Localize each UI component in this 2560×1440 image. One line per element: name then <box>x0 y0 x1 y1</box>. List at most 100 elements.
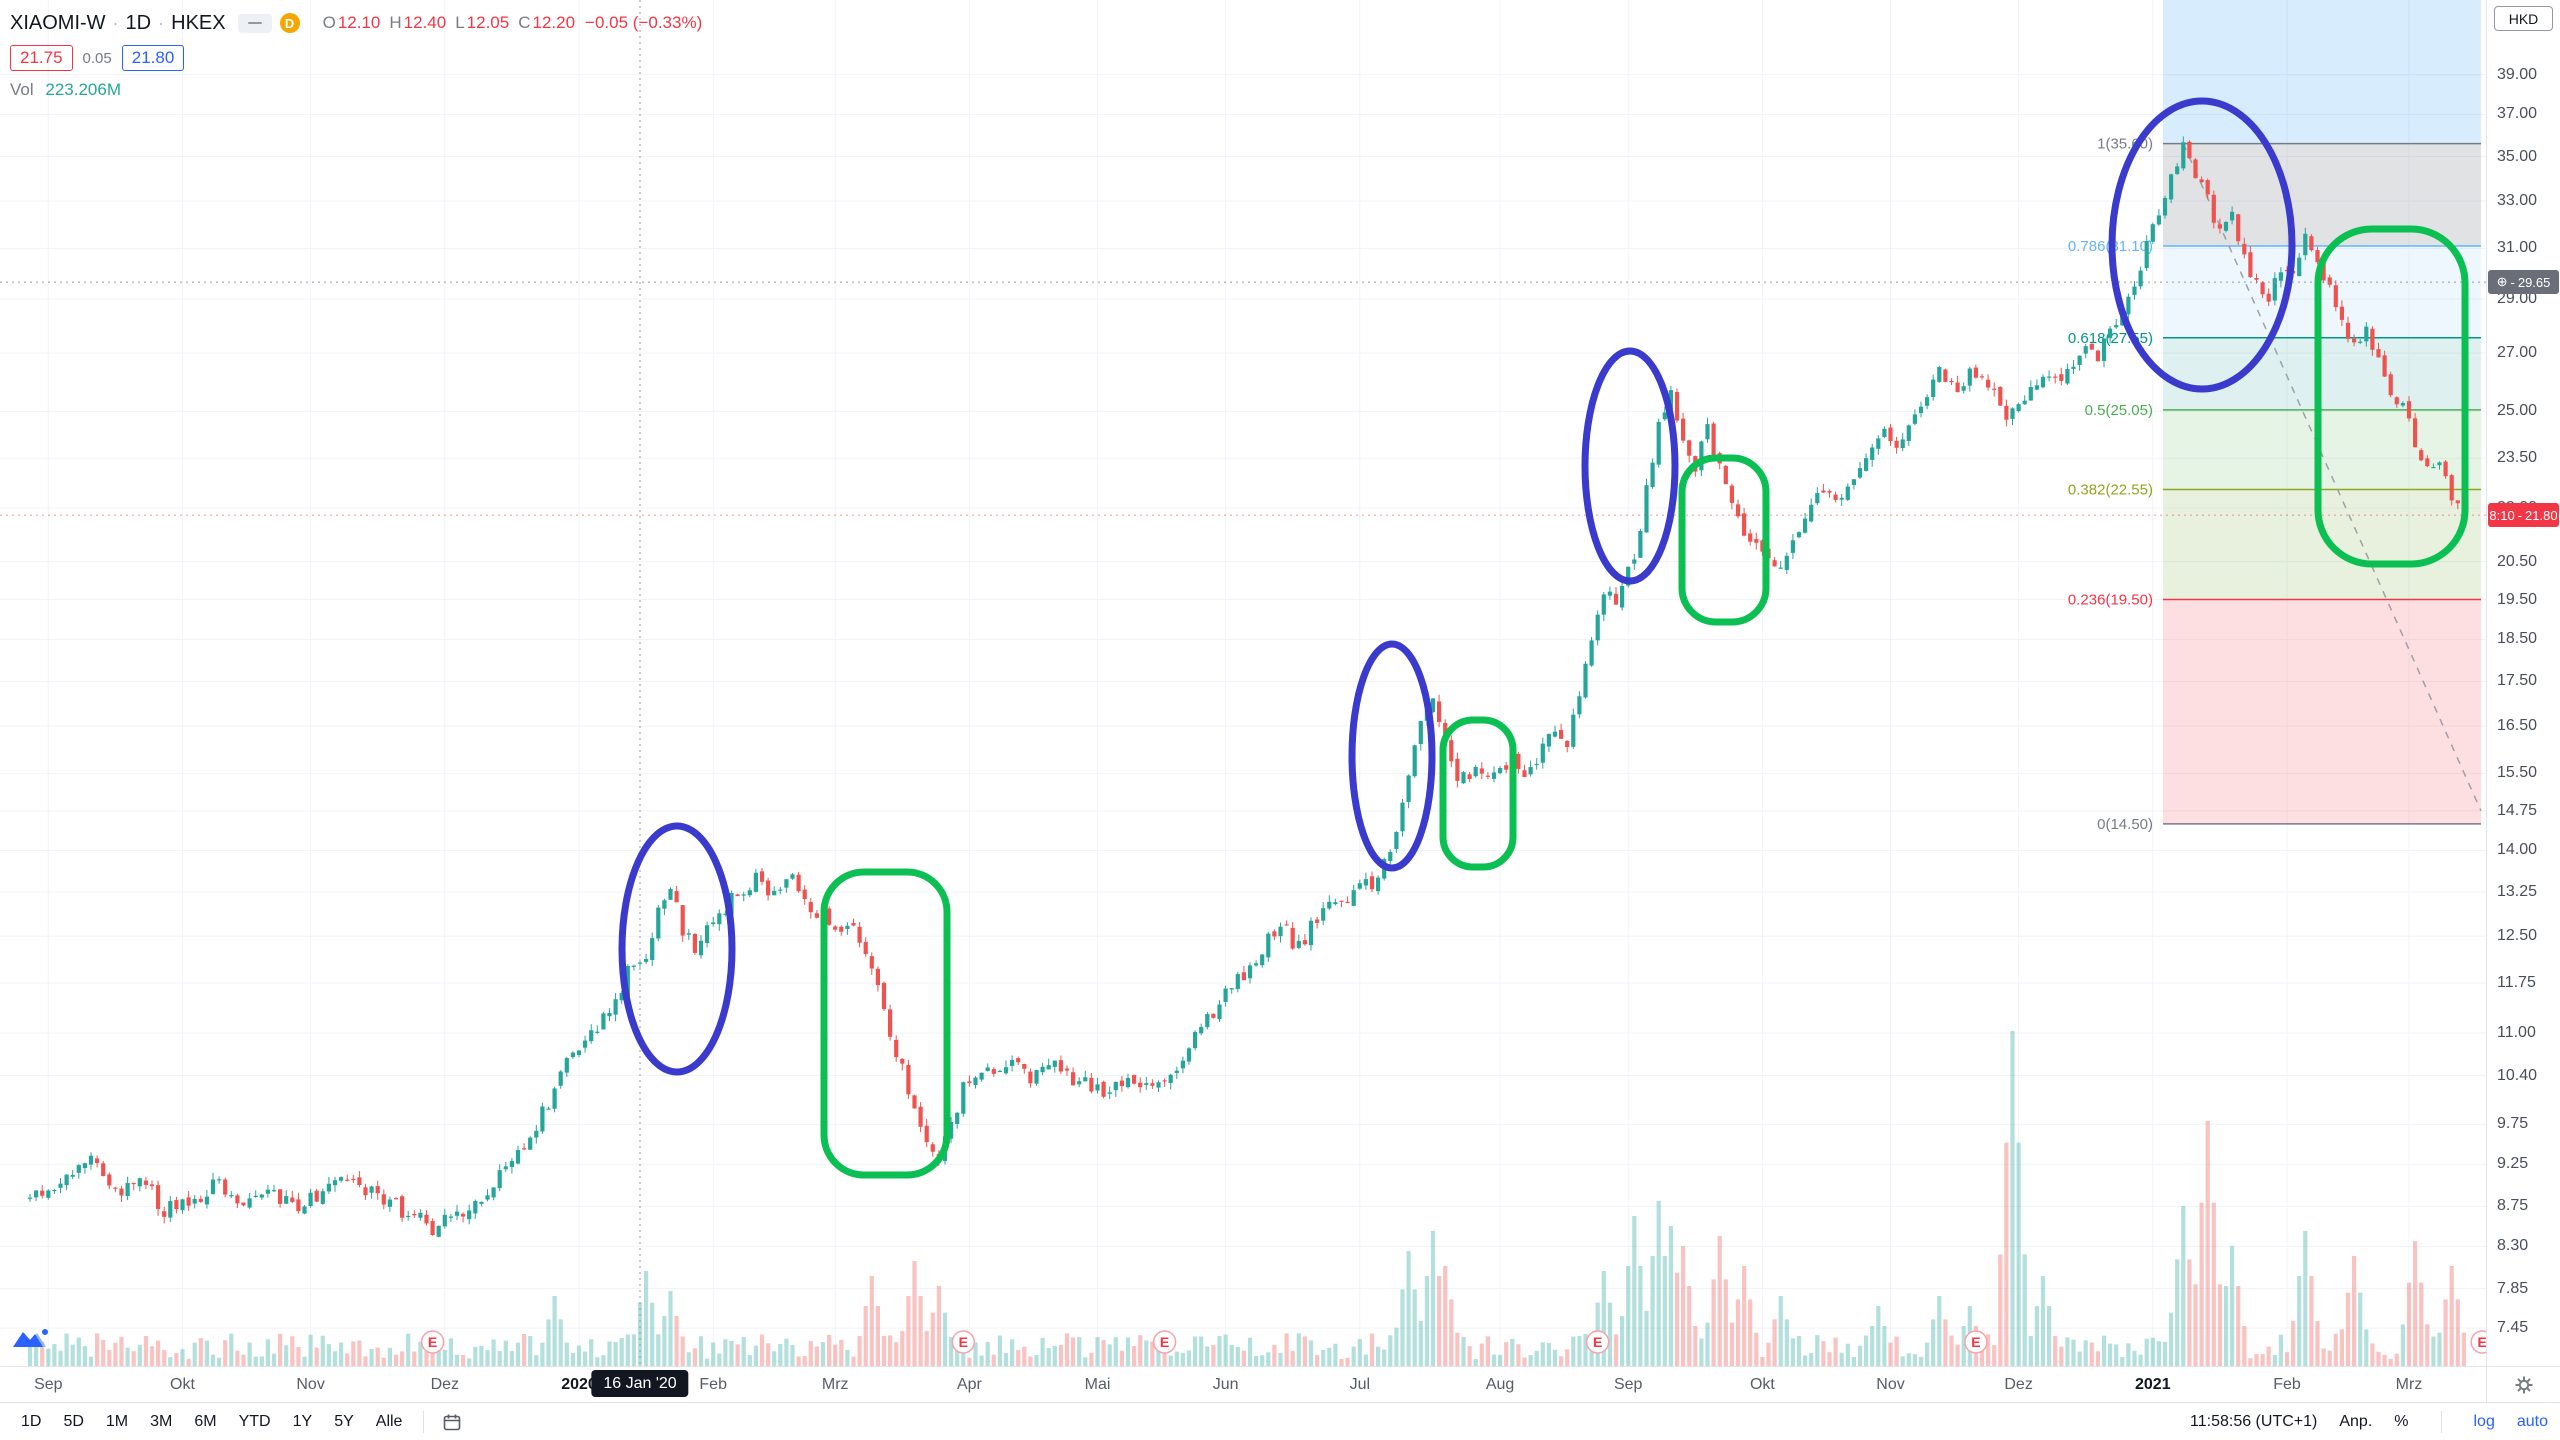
bid-price-box[interactable]: 21.75 <box>10 45 73 71</box>
price-tick: 18.50 <box>2497 630 2538 648</box>
time-label: Jun <box>1212 1376 1239 1393</box>
price-tick: 9.75 <box>2497 1115 2529 1133</box>
price-tick: 11.00 <box>2497 1024 2536 1042</box>
annotation-rect[interactable] <box>1439 716 1517 871</box>
price-scale-settings[interactable] <box>2486 1366 2560 1403</box>
price-tick: 39.00 <box>2497 65 2538 83</box>
earnings-marker[interactable] <box>2470 1330 2486 1354</box>
volume-bars <box>27 1031 2466 1366</box>
open-label: O <box>322 13 336 32</box>
range-button-6m[interactable]: 6M <box>194 1412 217 1430</box>
svg-text:E: E <box>959 1334 968 1350</box>
open-value: 12.10 <box>337 13 381 32</box>
price-tick: 29.00 <box>2497 289 2538 307</box>
interval-label: 1D <box>125 11 152 34</box>
ohlc-values: O 12.10 H 12.40 L 12.05 C 12.20 −0.05 (−0.33… <box>314 13 703 33</box>
time-label: 2020 <box>561 1376 597 1393</box>
plus-alert-icon[interactable]: ⊕ <box>2496 274 2508 290</box>
price-tick: 19.50 <box>2497 590 2538 608</box>
price-tick: 15.50 <box>2497 764 2538 782</box>
interval-badge[interactable]: D <box>279 13 300 33</box>
crosshair-date-tooltip: 16 Jan '20 <box>591 1370 689 1397</box>
chart-legend: XIAOMI-W · 1D · HKEX D O 12.10 H 12.40 L 12… <box>10 8 702 100</box>
svg-text:E: E <box>428 1334 437 1350</box>
separator-dot: · <box>112 12 119 33</box>
price-axis[interactable]: HKD ⊕ - 29.65 8:10 - 21.80 39.00 37.00 35.… <box>2486 0 2560 1366</box>
price-tick: 7.45 <box>2497 1319 2529 1337</box>
svg-text:0(14.50): 0(14.50) <box>2097 816 2153 833</box>
time-label: Dez <box>2004 1376 2033 1393</box>
time-label: Aug <box>1485 1376 1515 1393</box>
ask-price-box[interactable]: 21.80 <box>121 45 185 71</box>
annotation-ellipse[interactable] <box>2108 97 2296 393</box>
log-scale-toggle[interactable]: log <box>2473 1413 2495 1430</box>
crosshair-sep: - <box>2510 274 2515 290</box>
svg-text:E: E <box>1160 1334 1169 1350</box>
go-to-date-button[interactable] <box>434 1410 470 1434</box>
auto-scale-toggle[interactable]: auto <box>2516 1413 2548 1430</box>
spread-value: 0.05 <box>82 49 112 67</box>
time-label: Jul <box>1349 1376 1371 1393</box>
time-label: Dez <box>430 1376 460 1393</box>
symbol-name: XIAOMI-W <box>10 11 106 34</box>
adjust-toggle[interactable]: Anp. <box>2339 1413 2373 1430</box>
bar-countdown: 8:10 <box>2489 507 2515 523</box>
exchange-label: HKEX <box>171 11 226 34</box>
range-button-alle[interactable]: Alle <box>375 1412 403 1430</box>
toolbar-divider <box>423 1410 425 1433</box>
low-value: 12.05 <box>466 13 510 32</box>
price-tick: 27.00 <box>2497 344 2538 362</box>
annotation-rect[interactable] <box>2314 225 2469 568</box>
price-tick: 31.00 <box>2497 239 2538 257</box>
currency-button[interactable]: HKD <box>2494 6 2553 31</box>
price-tick: 8.30 <box>2497 1237 2529 1255</box>
range-button-1y[interactable]: 1Y <box>292 1412 313 1430</box>
time-label: Nov <box>1876 1376 1905 1393</box>
earnings-marker[interactable] <box>951 1330 976 1354</box>
candlestick-chart[interactable]: 1(35.60)0.786(31.10)0.618(27.55)0.5(25.0… <box>0 0 2486 1366</box>
svg-text:E: E <box>1971 1334 1980 1350</box>
time-label: Okt <box>1749 1376 1775 1393</box>
gear-icon <box>2515 1376 2533 1394</box>
range-button-5y[interactable]: 5Y <box>334 1412 354 1430</box>
high-label: H <box>389 13 402 32</box>
close-label: C <box>518 13 531 32</box>
time-label: Mrz <box>2395 1376 2423 1393</box>
annotation-ellipse[interactable] <box>618 822 736 1076</box>
time-label: 2021 <box>2135 1376 2171 1393</box>
earnings-marker[interactable] <box>1964 1330 1988 1354</box>
svg-text:0.236(19.50): 0.236(19.50) <box>2068 592 2153 609</box>
earnings-marker[interactable] <box>1585 1330 1610 1354</box>
svg-text:E: E <box>1593 1334 1602 1350</box>
tradingview-logo-icon[interactable] <box>12 1327 50 1354</box>
crosshair-price-label[interactable]: ⊕ - 29.65 <box>2488 270 2559 295</box>
svg-text:E: E <box>2478 1334 2486 1350</box>
annotation-ellipse[interactable] <box>1581 347 1679 585</box>
percent-toggle[interactable]: % <box>2394 1413 2409 1430</box>
price-tick: 9.25 <box>2497 1155 2529 1173</box>
earnings-marker[interactable] <box>1152 1330 1177 1354</box>
annotation-ellipse[interactable] <box>1348 640 1436 872</box>
earnings-marker[interactable] <box>420 1330 445 1354</box>
annotation-rect[interactable] <box>1678 454 1770 626</box>
line-style-icon[interactable] <box>237 13 272 33</box>
symbol-title[interactable]: XIAOMI-W · 1D · HKEX <box>10 12 226 35</box>
time-label: Mrz <box>821 1376 849 1393</box>
range-button-5d[interactable]: 5D <box>63 1412 84 1430</box>
range-button-1m[interactable]: 1M <box>105 1412 129 1430</box>
price-tick: 35.00 <box>2497 147 2538 165</box>
chart-pane[interactable]: 1(35.60) 0.786(31.10) 0.618(27.55) 0.5(25.0… <box>0 0 2486 1366</box>
candles <box>27 136 2466 1238</box>
annotation-rect[interactable] <box>820 868 951 1179</box>
range-button-3m[interactable]: 3M <box>150 1412 173 1430</box>
last-price-sep: - <box>2517 507 2523 523</box>
last-price-value: 21.80 <box>2525 507 2558 523</box>
time-label: Feb <box>2273 1376 2301 1393</box>
price-tick: 14.75 <box>2497 801 2538 819</box>
range-button-1d[interactable]: 1D <box>21 1412 42 1430</box>
price-tick: 14.00 <box>2497 841 2538 859</box>
time-axis[interactable]: 16 Jan '20 Sep Okt Nov Dez 2020 Feb Mrz Apr Mai J… <box>0 1366 2486 1403</box>
price-tick: 37.00 <box>2497 105 2538 123</box>
range-button-ytd[interactable]: YTD <box>238 1412 271 1430</box>
price-tick: 33.00 <box>2497 192 2538 210</box>
